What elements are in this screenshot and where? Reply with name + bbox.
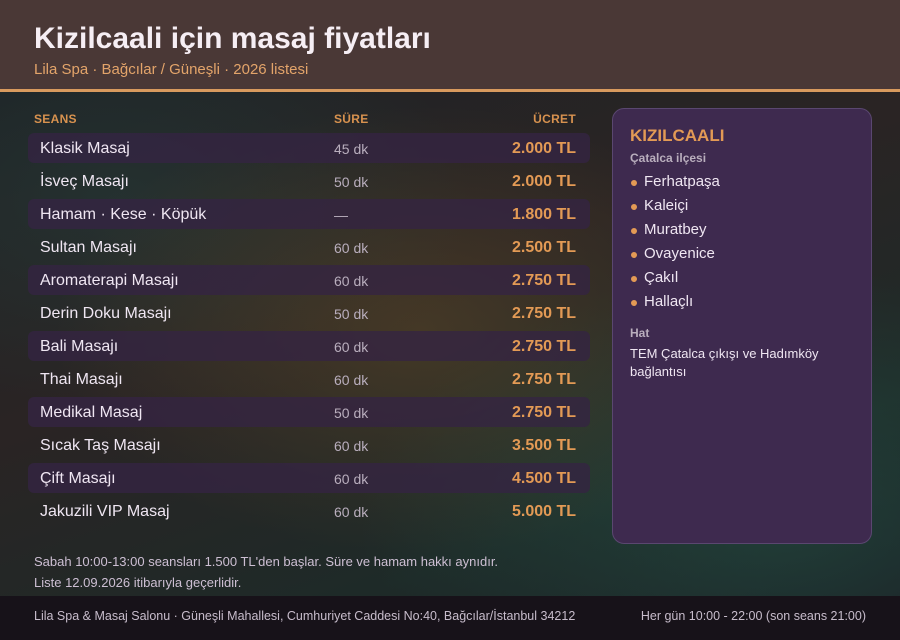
place-name: Hallaçlı [644, 293, 694, 310]
service-duration: 60 dk [334, 240, 369, 256]
bullet-icon [631, 276, 637, 282]
service-price: 5.000 TL [511, 503, 576, 520]
table-row: Sıcak Taş Masajı 60 dk 3.500 TL [28, 430, 590, 460]
service-duration: 60 dk [334, 273, 369, 289]
service-price: 2.500 TL [511, 239, 576, 256]
service-duration: 60 dk [334, 471, 369, 487]
table-row: Derin Doku Masajı 50 dk 2.750 TL [28, 298, 590, 328]
service-price: 2.000 TL [511, 140, 576, 157]
service-name: İsveç Masajı [40, 173, 129, 190]
service-name: Bali Masajı [40, 338, 119, 355]
note-line: Liste 12.09.2026 itibarıyla geçerlidir. [34, 575, 242, 590]
page-title: Kizilcaali için masaj fiyatları [34, 22, 431, 55]
service-name: Medikal Masaj [40, 404, 143, 421]
price-table: SEANS SÜRE ÜCRET Klasik Masaj 45 dk 2.000 … [28, 110, 590, 526]
service-price: 3.500 TL [511, 437, 576, 454]
footer-hours: Her gün 10:00 - 22:00 (son seans 21:00) [640, 609, 866, 623]
panel-subtitle: Çatalca ilçesi [630, 151, 707, 165]
bullet-icon [631, 252, 637, 258]
service-price: 2.750 TL [511, 272, 576, 289]
service-price: 2.750 TL [511, 305, 576, 322]
place-name: Ovayenice [644, 245, 715, 262]
district-panel: KIZILCAALI Çatalca ilçesi Ferhatpaşa Kale… [612, 108, 872, 544]
service-duration: 60 dk [334, 504, 369, 520]
table-row: Jakuzili VIP Masaj 60 dk 5.000 TL [28, 496, 590, 526]
place-name: Çakıl [644, 269, 679, 286]
footer-address: Lila Spa & Masaj Salonu · Güneşli Mahall… [34, 609, 576, 623]
table-row: İsveç Masajı 50 dk 2.000 TL [28, 166, 590, 196]
hat-label: Hat [630, 326, 650, 340]
bullet-icon [631, 300, 637, 306]
column-header-ucret: ÜCRET [533, 112, 576, 126]
service-duration: 45 dk [334, 141, 369, 157]
service-name: Aromaterapi Masajı [40, 272, 179, 289]
panel-title: KIZILCAALI [630, 126, 725, 145]
page-header: Kizilcaali için masaj fiyatları Lila Spa… [0, 0, 900, 92]
service-price: 1.800 TL [511, 206, 576, 223]
service-name: Sultan Masajı [40, 239, 137, 256]
service-price: 2.750 TL [511, 371, 576, 388]
table-row: Bali Masajı 60 dk 2.750 TL [28, 331, 590, 361]
service-name: Klasik Masaj [40, 140, 130, 157]
hat-text: TEM Çatalca çıkışı ve Hadımköy bağlantıs… [630, 346, 819, 379]
bullet-icon [631, 204, 637, 210]
service-name: Hamam · Kese · Köpük [40, 206, 207, 223]
table-row: Sultan Masajı 60 dk 2.500 TL [28, 232, 590, 262]
column-header-sure: SÜRE [334, 112, 369, 126]
price-note: Sabah 10:00-13:00 seansları 1.500 TL'den… [34, 551, 594, 593]
service-duration: 60 dk [334, 438, 369, 454]
service-duration: 50 dk [334, 174, 369, 190]
service-name: Sıcak Taş Masajı [40, 437, 161, 454]
place-name: Kaleiçi [644, 197, 689, 214]
table-row: Hamam · Kese · Köpük — 1.800 TL [28, 199, 590, 229]
table-row: Medikal Masaj 50 dk 2.750 TL [28, 397, 590, 427]
service-duration: 50 dk [334, 405, 369, 421]
service-duration: 60 dk [334, 372, 369, 388]
page-subtitle: Lila Spa · Bağcılar / Güneşli · 2026 lis… [34, 61, 309, 78]
table-body: Klasik Masaj 45 dk 2.000 TL İsveç Masajı 50 … [28, 133, 590, 526]
service-duration: — [334, 207, 348, 223]
service-name: Thai Masajı [40, 371, 123, 388]
service-price: 2.000 TL [511, 173, 576, 190]
column-header-seans: SEANS [34, 112, 77, 126]
service-duration: 50 dk [334, 306, 369, 322]
service-price: 2.750 TL [511, 338, 576, 355]
service-name: Jakuzili VIP Masaj [40, 503, 170, 520]
table-header: SEANS SÜRE ÜCRET [28, 110, 590, 130]
place-name: Muratbey [644, 221, 707, 238]
page-footer: Lila Spa & Masaj Salonu · Güneşli Mahall… [0, 596, 900, 640]
service-price: 4.500 TL [511, 470, 576, 487]
table-row: Aromaterapi Masajı 60 dk 2.750 TL [28, 265, 590, 295]
service-duration: 60 dk [334, 339, 369, 355]
note-line: Sabah 10:00-13:00 seansları 1.500 TL'den… [34, 554, 499, 569]
service-price: 2.750 TL [511, 404, 576, 421]
table-row: Klasik Masaj 45 dk 2.000 TL [28, 133, 590, 163]
service-name: Derin Doku Masajı [40, 305, 172, 322]
bullet-icon [631, 228, 637, 234]
service-name: Çift Masajı [40, 470, 116, 487]
table-row: Thai Masajı 60 dk 2.750 TL [28, 364, 590, 394]
bullet-icon [631, 180, 637, 186]
table-row: Çift Masajı 60 dk 4.500 TL [28, 463, 590, 493]
place-name: Ferhatpaşa [644, 173, 720, 190]
